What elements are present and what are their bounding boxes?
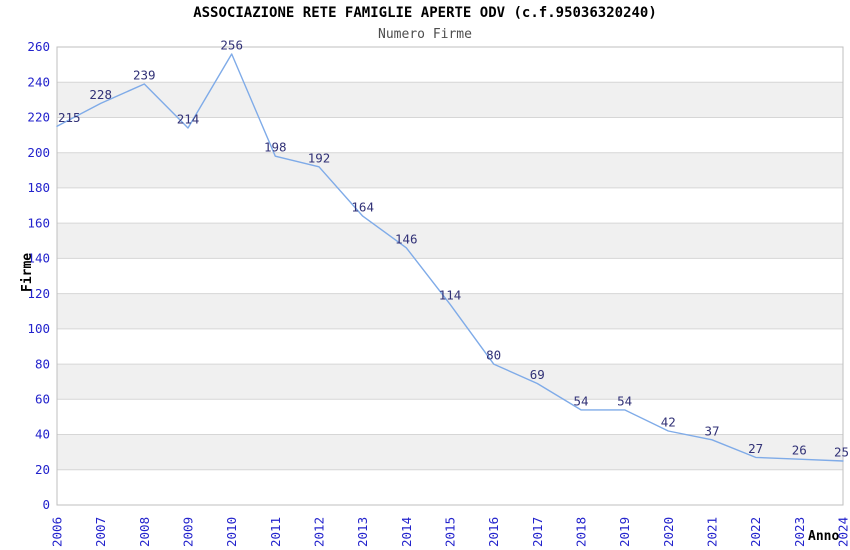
- x-tick: 2010: [224, 517, 239, 547]
- x-tick-label: 2018: [574, 517, 589, 547]
- x-tick-label: 2024: [836, 517, 850, 547]
- x-tick: 2020: [661, 517, 676, 547]
- y-tick-label: 0: [42, 497, 50, 512]
- point-label: 27: [748, 441, 763, 456]
- x-tick-label: 2015: [443, 517, 458, 547]
- x-tick-label: 2020: [661, 517, 676, 547]
- x-tick: 2007: [93, 517, 108, 547]
- x-tick: 2024: [836, 517, 850, 547]
- point-label: 146: [395, 231, 418, 246]
- x-tick: 2012: [312, 517, 327, 547]
- point-label: 37: [704, 423, 719, 438]
- x-tick: 2013: [355, 517, 370, 547]
- point-label: 228: [89, 87, 112, 102]
- x-tick-label: 2014: [399, 517, 414, 547]
- point-label: 256: [220, 38, 243, 53]
- y-axis-title: Firme: [20, 252, 35, 292]
- y-tick-label: 20: [35, 462, 50, 477]
- grid-band: [57, 399, 843, 435]
- grid-band: [57, 328, 843, 365]
- y-tick-label: 220: [27, 110, 50, 125]
- x-tick-label: 2009: [181, 517, 196, 547]
- y-tick-label: 80: [35, 356, 50, 371]
- x-tick-label: 2023: [792, 517, 807, 547]
- x-tick-label: 2012: [312, 517, 327, 547]
- point-label: 198: [264, 140, 287, 155]
- x-tick: 2021: [705, 517, 720, 547]
- x-tick-label: 2021: [705, 517, 720, 547]
- x-tick: 2015: [443, 517, 458, 547]
- grid-band: [57, 152, 843, 188]
- x-tick: 2008: [137, 517, 152, 547]
- point-label: 114: [439, 288, 462, 303]
- y-tick-label: 180: [27, 180, 50, 195]
- x-tick: 2018: [574, 517, 589, 547]
- x-tick-label: 2016: [486, 517, 501, 547]
- point-label: 80: [486, 348, 501, 363]
- x-tick: 2014: [399, 517, 414, 547]
- grid-band: [57, 364, 843, 400]
- x-tick: 2022: [748, 517, 763, 547]
- point-label: 215: [58, 110, 81, 125]
- point-label: 25: [834, 445, 849, 460]
- plot-border: [56, 46, 844, 506]
- x-tick: 2017: [530, 517, 545, 547]
- grid-band: [57, 223, 843, 259]
- x-tick-label: 2010: [224, 517, 239, 547]
- grid-band: [57, 434, 843, 470]
- x-tick-label: 2022: [748, 517, 763, 547]
- grid-band: [57, 293, 843, 329]
- y-tick-label: 60: [35, 392, 50, 407]
- grid-band: [57, 187, 843, 224]
- x-tick: 2023: [792, 517, 807, 547]
- x-tick: 2006: [50, 517, 65, 547]
- x-tick-label: 2006: [50, 517, 65, 547]
- data-line: [56, 53, 844, 462]
- point-label: 239: [133, 68, 156, 83]
- chart-title: ASSOCIAZIONE RETE FAMIGLIE APERTE ODV (c…: [193, 5, 657, 21]
- y-tick-label: 120: [27, 286, 50, 301]
- grid-band: [57, 117, 843, 153]
- point-label: 69: [530, 367, 545, 382]
- y-tick-label: 140: [27, 251, 50, 266]
- chart-subtitle: Numero Firme: [378, 27, 472, 42]
- x-tick: 2019: [617, 517, 632, 547]
- point-label: 214: [177, 112, 200, 127]
- point-label: 54: [573, 393, 588, 408]
- x-tick: 2009: [181, 517, 196, 547]
- y-tick-label: 260: [27, 39, 50, 54]
- x-tick: 2011: [268, 517, 283, 547]
- x-tick-label: 2013: [355, 517, 370, 547]
- x-tick-label: 2008: [137, 517, 152, 547]
- grid-band: [57, 258, 843, 294]
- point-label: 54: [617, 393, 632, 408]
- y-tick-label: 40: [35, 427, 50, 442]
- y-tick-label: 240: [27, 74, 50, 89]
- grid-band: [57, 47, 843, 83]
- x-tick-label: 2011: [268, 517, 283, 547]
- point-label: 26: [792, 443, 807, 458]
- x-tick: 2016: [486, 517, 501, 547]
- y-tick-label: 200: [27, 145, 50, 160]
- point-label: 42: [661, 415, 676, 430]
- point-label: 192: [308, 150, 331, 165]
- point-label: 164: [351, 200, 374, 215]
- x-tick-label: 2019: [617, 517, 632, 547]
- x-tick-label: 2017: [530, 517, 545, 547]
- x-tick-label: 2007: [93, 517, 108, 547]
- y-tick-label: 100: [27, 321, 50, 336]
- grid-band: [57, 82, 843, 118]
- x-axis-title: Anno: [808, 529, 840, 544]
- grid-band: [57, 469, 843, 505]
- y-tick-label: 160: [27, 215, 50, 230]
